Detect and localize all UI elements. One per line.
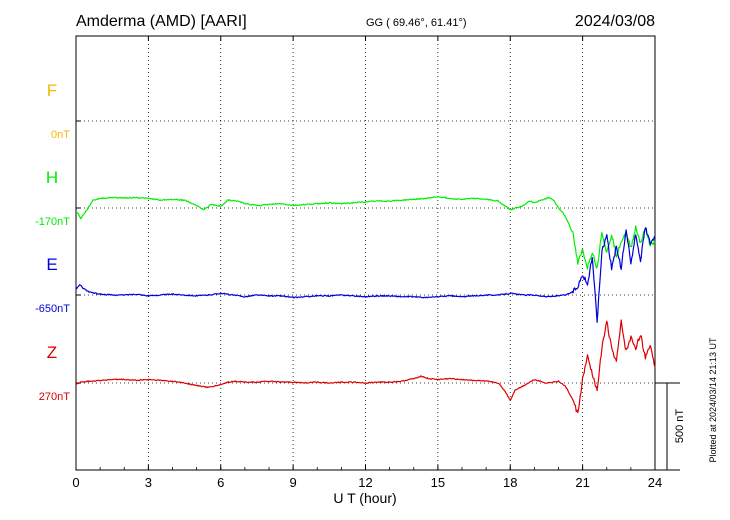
x-tick-label: 24 (648, 475, 662, 490)
plotted-timestamp: Plotted at 2024/03/14 21:13 UT (708, 337, 718, 463)
series-baseline-e: -650nT (35, 303, 70, 315)
x-tick-label: 0 (72, 475, 79, 490)
x-tick-label: 15 (431, 475, 445, 490)
grid-lines (76, 36, 655, 470)
scale-bar-label: 500 nT (674, 409, 686, 444)
series-name-e: E (46, 255, 57, 274)
x-axis-ticks: 0 3 6 9 12 15 18 21 24 (72, 36, 662, 490)
station-title: Amderma (AMD) [AARI] (76, 13, 247, 30)
geo-coordinates: GG ( 69.46°, 61.41°) (366, 17, 467, 29)
x-tick-label: 9 (290, 475, 297, 490)
series-baseline-z: 270nT (39, 391, 70, 403)
chart-date: 2024/03/08 (575, 13, 655, 30)
series-lines (75, 196, 656, 414)
series-baseline-h: -170nT (35, 216, 70, 228)
x-tick-label: 18 (503, 475, 517, 490)
series-line-h (75, 196, 656, 270)
x-tick-label: 21 (575, 475, 589, 490)
x-axis-label: U T (hour) (333, 490, 396, 506)
scale-bar: 500 nT (655, 382, 686, 471)
series-line-e (75, 227, 656, 323)
series-name-z: Z (47, 343, 57, 362)
series-labels: F 0nT H -170nT E -650nT Z 270nT (35, 81, 70, 403)
series-name-h: H (46, 168, 58, 187)
x-tick-label: 6 (217, 475, 224, 490)
series-baseline-f: 0nT (51, 129, 70, 141)
series-name-f: F (47, 81, 57, 100)
x-tick-label: 3 (145, 475, 152, 490)
x-tick-label: 12 (358, 475, 372, 490)
series-line-z (75, 319, 656, 414)
